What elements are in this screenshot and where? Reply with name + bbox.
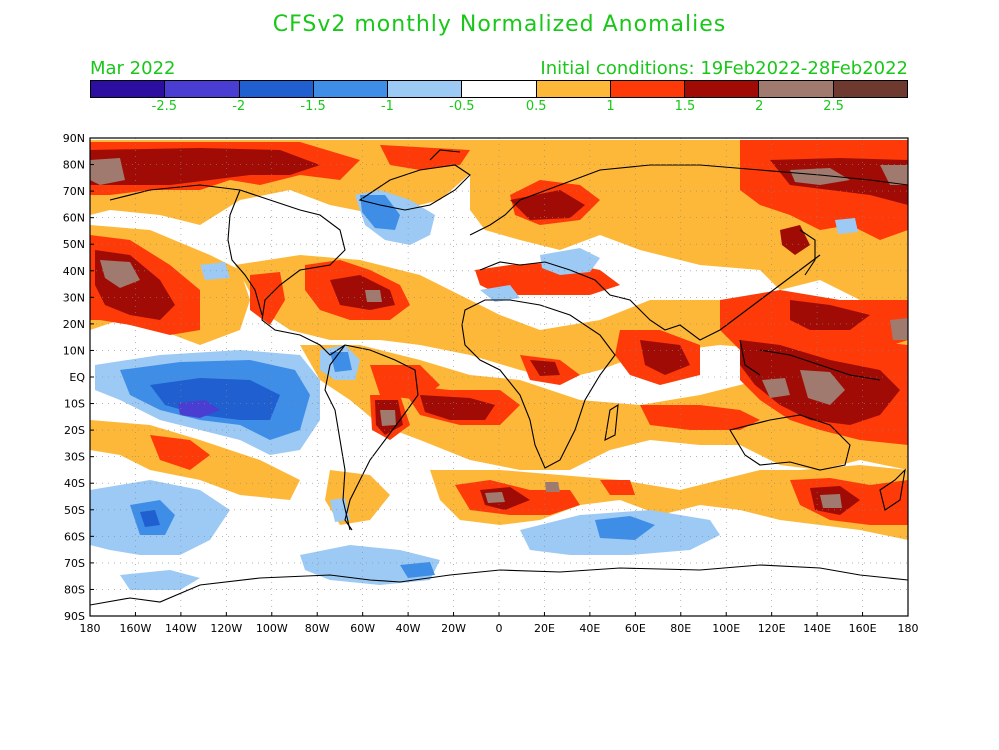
map-title: CFSv2 monthly Normalized Anomalies <box>272 12 727 37</box>
lon-label: 60W <box>350 622 375 635</box>
colorbar-label: 2 <box>755 99 764 114</box>
lat-label: 20N <box>63 318 85 331</box>
lon-label: 40W <box>396 622 421 635</box>
colorbar-swatch <box>462 81 537 97</box>
colorbar-label: -2.5 <box>151 99 178 114</box>
colorbar <box>90 80 908 98</box>
colorbar-swatch <box>91 81 166 97</box>
lat-label: 20S <box>64 424 85 437</box>
lat-label: 40N <box>63 265 85 278</box>
colorbar-label: -1 <box>380 99 394 114</box>
colorbar-swatch <box>610 81 686 97</box>
lon-label: 80E <box>670 622 691 635</box>
anomaly-field-brown <box>90 158 908 508</box>
colorbar-swatch <box>313 81 389 97</box>
lon-label: 20E <box>534 622 555 635</box>
lon-label: 40E <box>579 622 600 635</box>
lat-lon-grid <box>90 138 908 616</box>
lon-label: 100E <box>712 622 740 635</box>
lat-label: 40S <box>64 477 85 490</box>
lat-label: EQ <box>69 371 85 384</box>
initial-conditions: Initial conditions: 19Feb2022-28Feb2022 <box>540 58 908 79</box>
coastlines <box>90 149 908 606</box>
colorbar-label: 1 <box>606 99 615 114</box>
lat-label: 10N <box>63 344 85 357</box>
lon-label: 180 <box>80 622 101 635</box>
colorbar-swatch <box>685 81 760 97</box>
lon-label: 120W <box>210 622 242 635</box>
lat-label: 60S <box>64 530 85 543</box>
lat-label: 30S <box>64 451 85 464</box>
colorbar-swatch <box>759 81 834 97</box>
lon-label: 20W <box>441 622 466 635</box>
lon-label: 60E <box>625 622 646 635</box>
longitude-labels: 180 160W 140W 120W 100W 80W 60W 40W 20W 0 20E 40E 60… <box>80 622 919 635</box>
lat-label: 80N <box>63 159 85 172</box>
lon-label: 140E <box>803 622 831 635</box>
colorbar-swatch <box>388 81 463 97</box>
lon-label: 180 <box>898 622 919 635</box>
colorbar-swatch <box>165 81 240 97</box>
lat-label: 80S <box>64 583 85 596</box>
lat-label: 90N <box>63 132 85 145</box>
anomaly-fields <box>90 138 908 616</box>
lon-label: 160W <box>120 622 152 635</box>
lat-label: 50S <box>64 504 85 517</box>
colorbar-label: 1.5 <box>674 99 696 114</box>
colorbar-label: -2 <box>232 99 246 114</box>
lat-label: 90S <box>64 610 85 623</box>
lon-label: 160E <box>849 622 877 635</box>
colorbar-label: -0.5 <box>449 99 475 114</box>
lat-label: 70N <box>63 185 85 198</box>
lat-label: 70S <box>64 557 85 570</box>
colorbar-label: 0.5 <box>525 99 547 114</box>
lat-label: 30N <box>63 291 85 304</box>
colorbar-swatch <box>239 81 314 97</box>
colorbar-swatch <box>833 81 907 97</box>
colorbar-label: 2.5 <box>823 99 844 114</box>
lon-label: 120E <box>758 622 786 635</box>
lat-label: 10S <box>64 398 85 411</box>
lon-label: 140W <box>165 622 197 635</box>
forecast-month: Mar 2022 <box>90 58 176 79</box>
latitude-labels: 90N 80N 70N 60N 50N 40N 30N 20N 10N EQ 10S 20S 30S 40… <box>63 132 86 623</box>
colorbar-swatch <box>536 81 611 97</box>
lat-label: 60N <box>63 212 85 225</box>
anomaly-field-violet <box>178 400 220 418</box>
colorbar-label: -1.5 <box>300 99 326 114</box>
lon-label: 0 <box>496 622 503 635</box>
lon-label: 80W <box>305 622 330 635</box>
lon-label: 100W <box>256 622 288 635</box>
lat-label: 50N <box>63 238 85 251</box>
